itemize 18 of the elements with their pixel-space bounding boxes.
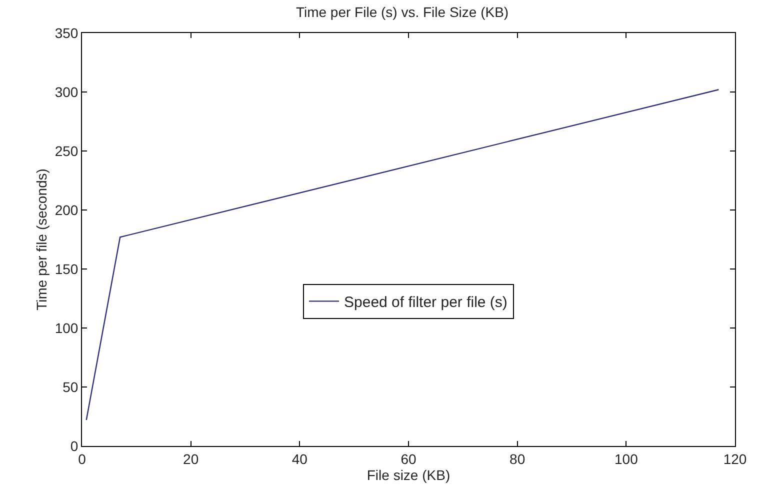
x-tick-label: 80 [510,450,526,467]
x-tick-label: 100 [614,450,638,467]
chart-title: Time per File (s) vs. File Size (KB) [296,4,509,20]
x-tick-label: 60 [400,450,416,467]
y-tick-label: 200 [54,202,78,218]
y-tick-label: 250 [54,142,78,159]
y-tick-label: 0 [70,438,78,454]
x-tick-label: 20 [183,450,199,467]
y-tick-label: 150 [54,260,78,277]
legend-label: Speed of filter per file (s) [344,294,508,312]
x-axis-title: File size (KB) [366,467,450,484]
y-tick-label: 100 [54,320,78,336]
y-tick-label: 300 [54,84,78,100]
x-tick-label: 120 [723,450,747,467]
y-tick-label: 350 [54,24,78,41]
y-axis-title: Time per file (seconds) [33,168,50,310]
x-tick-label: 40 [292,450,308,467]
y-tick-label: 50 [62,378,78,395]
